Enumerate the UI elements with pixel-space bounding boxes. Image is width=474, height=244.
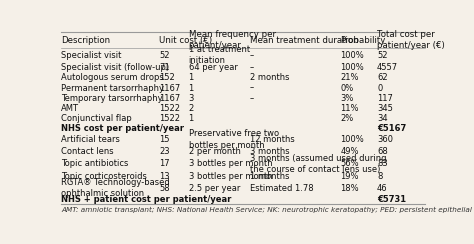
Text: 2 per month: 2 per month: [189, 147, 240, 156]
Text: RGTA® Technology-based
ophthalmic solution: RGTA® Technology-based ophthalmic soluti…: [61, 178, 170, 198]
Text: NHS cost per patient/year: NHS cost per patient/year: [61, 124, 184, 133]
Text: 3 months (assumed used during
the course of contact lens use): 3 months (assumed used during the course…: [249, 154, 386, 174]
Text: Description: Description: [61, 36, 110, 45]
Text: Temporary tarsorrhaphy: Temporary tarsorrhaphy: [61, 94, 163, 103]
Text: 3 bottles per month: 3 bottles per month: [189, 159, 272, 168]
Text: Contact lens: Contact lens: [61, 147, 114, 156]
Text: 23: 23: [159, 147, 170, 156]
Text: 15: 15: [159, 135, 170, 144]
Text: 100%: 100%: [340, 135, 364, 144]
Text: Total cost per
patient/year (€): Total cost per patient/year (€): [377, 30, 445, 50]
Text: 152: 152: [159, 73, 175, 82]
Text: 71: 71: [159, 63, 170, 72]
Text: –: –: [249, 51, 254, 60]
Text: 1: 1: [189, 73, 194, 82]
Text: Unit cost (€): Unit cost (€): [159, 36, 212, 45]
Text: 4557: 4557: [377, 63, 398, 72]
Text: 52: 52: [377, 51, 388, 60]
Text: 19%: 19%: [340, 172, 359, 181]
Text: 2.5 per year: 2.5 per year: [189, 184, 240, 193]
Text: 68: 68: [377, 147, 388, 156]
Text: €5167: €5167: [377, 124, 406, 133]
Text: 100%: 100%: [340, 63, 364, 72]
Text: AMT: AMT: [61, 104, 79, 113]
Text: 2%: 2%: [340, 114, 354, 123]
Text: Specialist visit: Specialist visit: [61, 51, 121, 60]
Text: 0%: 0%: [340, 83, 354, 92]
Text: 1167: 1167: [159, 94, 181, 103]
Text: 1522: 1522: [159, 114, 180, 123]
Text: –: –: [249, 94, 254, 103]
Text: 34: 34: [377, 114, 388, 123]
Text: 52: 52: [159, 51, 170, 60]
Text: 345: 345: [377, 104, 393, 113]
Text: 1 months: 1 months: [249, 172, 289, 181]
Text: 117: 117: [377, 94, 393, 103]
Text: Probability: Probability: [340, 36, 386, 45]
Text: 360: 360: [377, 135, 393, 144]
Text: 11%: 11%: [340, 104, 359, 113]
Text: Topic corticosteroids: Topic corticosteroids: [61, 172, 147, 181]
Text: Specialist visit (follow-up): Specialist visit (follow-up): [61, 63, 169, 72]
Text: 83: 83: [377, 159, 388, 168]
Text: Permanent tarsorrhaphy: Permanent tarsorrhaphy: [61, 83, 164, 92]
Text: –: –: [249, 83, 254, 92]
Text: 17: 17: [159, 159, 170, 168]
Text: 0: 0: [377, 83, 382, 92]
Text: 18%: 18%: [340, 184, 359, 193]
Text: 64 per year: 64 per year: [189, 63, 237, 72]
Text: Topic antibiotics: Topic antibiotics: [61, 159, 128, 168]
Text: 1: 1: [189, 114, 194, 123]
Text: 2: 2: [189, 104, 194, 113]
Text: 62: 62: [377, 73, 388, 82]
Text: 12 months: 12 months: [249, 135, 294, 144]
Text: 1 at treatment
initiation: 1 at treatment initiation: [189, 45, 250, 65]
Text: 3 bottles per month: 3 bottles per month: [189, 172, 272, 181]
Text: Estimated 1.78: Estimated 1.78: [249, 184, 313, 193]
Text: 49%: 49%: [340, 147, 359, 156]
Text: Conjunctival flap: Conjunctival flap: [61, 114, 132, 123]
Text: NHS + patient cost per patient/year: NHS + patient cost per patient/year: [61, 195, 231, 204]
Text: Autologous serum drops: Autologous serum drops: [61, 73, 164, 82]
Text: 46: 46: [377, 184, 388, 193]
Text: 2 months: 2 months: [249, 73, 289, 82]
Text: Mean frequency per
patient/year: Mean frequency per patient/year: [189, 30, 275, 50]
Text: €5731: €5731: [377, 195, 406, 204]
Text: 58: 58: [159, 184, 170, 193]
Text: 1167: 1167: [159, 83, 181, 92]
Text: 13: 13: [159, 172, 170, 181]
Text: Preservative free two
bottles per month: Preservative free two bottles per month: [189, 130, 279, 150]
Text: 56%: 56%: [340, 159, 359, 168]
Text: 3 months: 3 months: [249, 147, 289, 156]
Text: 8: 8: [377, 172, 383, 181]
Text: 3: 3: [189, 94, 194, 103]
Text: Mean treatment duration: Mean treatment duration: [249, 36, 358, 45]
Text: –: –: [249, 63, 254, 72]
Text: 100%: 100%: [340, 51, 364, 60]
Text: 3%: 3%: [340, 94, 354, 103]
Text: 1: 1: [189, 83, 194, 92]
Text: 1522: 1522: [159, 104, 180, 113]
Text: Artificial tears: Artificial tears: [61, 135, 120, 144]
Text: AMT: amniotic transplant; NHS: National Health Service; NK: neurotrophic keratop: AMT: amniotic transplant; NHS: National …: [61, 207, 474, 214]
Text: 21%: 21%: [340, 73, 359, 82]
